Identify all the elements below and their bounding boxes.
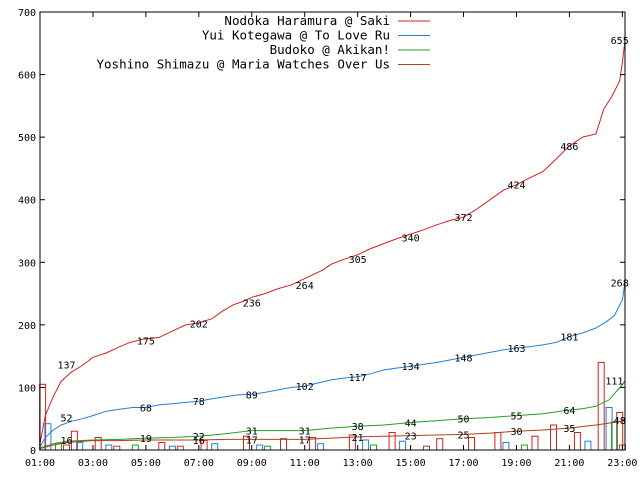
data-label: 21: [352, 433, 364, 444]
lines-layer: [39, 40, 626, 450]
x-tick-label: 23:00: [607, 458, 637, 469]
legend-label: Nodoka Haramura @ Saki: [224, 13, 390, 28]
hourly-bar: [370, 444, 377, 451]
hourly-bar: [264, 445, 272, 451]
data-label: 23: [405, 432, 417, 443]
data-label: 78: [193, 397, 205, 408]
data-label: 102: [296, 382, 314, 393]
data-label: 55: [510, 412, 522, 423]
hourly-bar: [531, 435, 539, 451]
hourly-bar: [211, 443, 219, 451]
data-label: 64: [563, 406, 575, 417]
data-label: 424: [507, 181, 525, 192]
data-label: 17: [299, 435, 311, 446]
y-tick-label: 300: [18, 258, 36, 269]
data-label: 148: [454, 353, 472, 364]
y-tick-label: 100: [18, 383, 36, 394]
data-label: 264: [296, 281, 314, 292]
bars-layer: [39, 361, 626, 451]
data-label: 111: [605, 377, 623, 388]
y-tick-label: 700: [18, 8, 36, 19]
data-label: 181: [560, 333, 578, 344]
data-label: 117: [349, 373, 367, 384]
data-label: 236: [243, 298, 261, 309]
x-axis: 01:00 03:00 05:00 07:00 09:00 11:00 13:00 15:00…: [25, 12, 637, 469]
hourly-bar: [573, 432, 581, 451]
y-axis: 0 100 200 300 400 500 600 700: [18, 8, 625, 457]
data-label: 50: [457, 415, 469, 426]
y-tick-label: 200: [18, 321, 36, 332]
series-line: [39, 419, 626, 450]
hourly-bar: [317, 443, 325, 451]
x-tick-label: 07:00: [184, 458, 214, 469]
hourly-bar: [158, 442, 166, 451]
x-tick-label: 19:00: [501, 458, 531, 469]
data-label: 486: [560, 142, 578, 153]
hourly-bar: [436, 438, 444, 451]
data-label: 31: [246, 427, 258, 438]
data-label: 31: [299, 427, 311, 438]
hourly-bar: [584, 440, 592, 451]
data-label: 68: [140, 404, 152, 415]
y-tick-label: 400: [18, 196, 36, 207]
x-tick-label: 13:00: [343, 458, 373, 469]
hourly-bar: [502, 442, 510, 451]
data-label: 340: [402, 233, 420, 244]
data-label: 52: [60, 414, 72, 425]
x-tick-label: 03:00: [78, 458, 108, 469]
hourly-bar: [494, 432, 502, 451]
data-label: 655: [611, 36, 629, 47]
y-tick-label: 600: [18, 71, 36, 82]
plot-area-frame: [39, 11, 626, 451]
legend-label: Yui Kotegawa @ To Love Ru: [202, 28, 390, 43]
x-tick-label: 05:00: [131, 458, 161, 469]
hourly-bar: [520, 444, 528, 451]
data-label: 175: [137, 337, 155, 348]
hourly-bar: [131, 444, 139, 451]
data-label: 16: [193, 436, 205, 447]
data-label: 137: [57, 360, 75, 371]
legend-label: Budoko @ Akikan!: [270, 42, 390, 57]
data-label: 17: [246, 435, 258, 446]
data-label: 19: [140, 434, 152, 445]
hourly-bar: [280, 438, 287, 451]
series-line: [39, 380, 626, 449]
x-tick-label: 09:00: [237, 458, 267, 469]
data-label: 35: [563, 424, 575, 435]
legend-label: Yoshino Shimazu @ Maria Watches Over Us: [97, 57, 391, 72]
data-label: 38: [352, 422, 364, 433]
data-label: 202: [190, 320, 208, 331]
data-label: 48: [614, 416, 626, 427]
hourly-bar: [113, 445, 121, 451]
x-tick-label: 15:00: [396, 458, 426, 469]
hourly-bar: [388, 432, 396, 451]
series-line: [39, 40, 626, 444]
x-tick-label: 11:00: [290, 458, 320, 469]
series-line: [39, 282, 626, 448]
data-label: 30: [510, 427, 522, 438]
hourly-bar: [105, 444, 113, 451]
hourly-bar: [168, 445, 176, 451]
hourly-bar: [597, 361, 605, 451]
data-label: 268: [611, 278, 629, 289]
data-label: 89: [246, 390, 258, 401]
y-tick-label: 500: [18, 133, 36, 144]
y-tick-label: 0: [30, 446, 36, 457]
data-label: 134: [402, 362, 420, 373]
data-label: 16: [60, 436, 72, 447]
data-label: 305: [349, 255, 367, 266]
x-tick-label: 21:00: [554, 458, 584, 469]
hourly-bar: [423, 445, 430, 451]
data-label: 25: [457, 430, 469, 441]
data-label: 22: [193, 432, 205, 443]
data-label: 163: [507, 344, 525, 355]
hourly-bar: [176, 445, 184, 451]
data-label: 44: [405, 419, 417, 430]
x-tick-label: 17:00: [448, 458, 478, 469]
x-tick-label: 01:00: [25, 458, 55, 469]
data-label: 372: [454, 213, 472, 224]
point-labels-layer: 137 175 202 236 264 305 340 372 424 486 655 52 68 78 8…: [57, 36, 628, 447]
